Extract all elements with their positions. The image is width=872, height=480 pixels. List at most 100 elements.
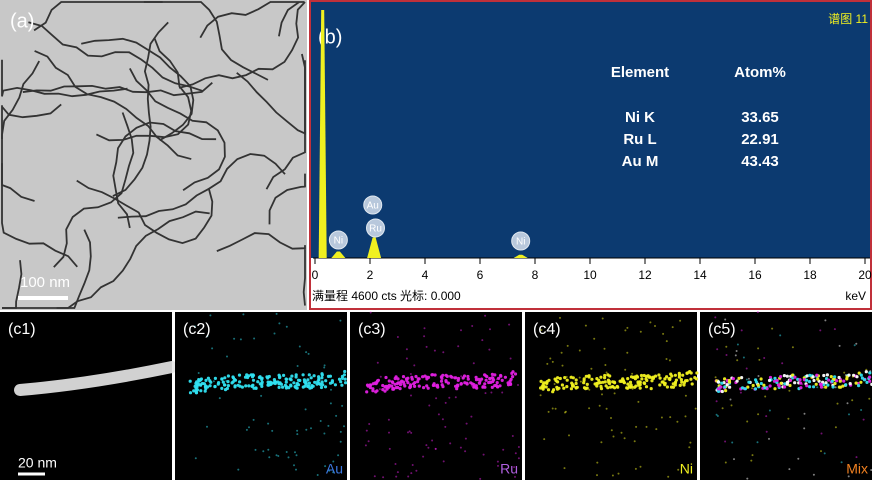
map-dot <box>848 382 852 386</box>
table-cell: Au M <box>622 153 659 170</box>
map-dot <box>640 377 644 381</box>
map-dot <box>758 358 761 361</box>
map-dot <box>329 402 332 405</box>
map-dot <box>859 380 863 384</box>
map-dot <box>599 381 603 385</box>
map-dot <box>868 397 871 400</box>
map-dot <box>373 475 376 478</box>
map-dot <box>547 378 551 382</box>
map-dot <box>396 471 399 474</box>
map-dot <box>413 384 417 388</box>
map-dot <box>278 375 282 379</box>
map-dot <box>260 384 264 388</box>
map-dot <box>598 404 601 407</box>
map-dot <box>514 475 516 478</box>
map-dot <box>574 386 578 390</box>
map-dot <box>605 407 608 410</box>
map-dot <box>517 457 520 460</box>
map-dot <box>833 328 836 331</box>
map-dot <box>298 345 301 348</box>
map-dot <box>285 325 288 328</box>
map-dot <box>788 378 793 382</box>
map-dot <box>855 375 859 379</box>
map-dot <box>734 354 737 357</box>
map-dot <box>737 376 741 380</box>
map-dot <box>569 387 574 391</box>
map-dot <box>294 451 296 454</box>
map-dot <box>416 377 420 381</box>
map-dot <box>253 337 256 340</box>
map-dot <box>304 380 308 384</box>
map-dot <box>484 378 488 382</box>
map-dot <box>827 378 831 382</box>
map-dot <box>431 439 434 442</box>
x-tick-label: 10 <box>583 268 597 282</box>
map-dot <box>561 364 564 367</box>
map-dot <box>610 417 612 419</box>
x-tick-label: 8 <box>532 268 539 282</box>
map-dot <box>855 456 858 459</box>
map-dot <box>605 371 608 374</box>
map-dot <box>323 364 326 367</box>
map-dot <box>401 380 405 384</box>
map-dot <box>188 379 192 383</box>
map-dot <box>610 429 613 432</box>
map-dot <box>635 374 639 378</box>
map-dot <box>791 373 795 377</box>
table-header: Atom% <box>734 64 786 81</box>
map-dot <box>830 379 834 383</box>
map-dot <box>292 381 296 385</box>
map-dot <box>787 417 790 420</box>
map-dot <box>835 379 839 383</box>
nanowires <box>1 1 306 309</box>
map-dot <box>489 328 491 331</box>
map-dot <box>339 319 342 322</box>
map-dot <box>483 382 487 386</box>
map-dot <box>319 420 322 422</box>
map-dot <box>465 382 469 386</box>
map-dot <box>669 385 674 389</box>
map-dot <box>416 380 420 384</box>
map-dot <box>745 367 748 370</box>
map-dot <box>868 379 872 383</box>
map-dot <box>480 377 484 381</box>
map-dot <box>199 389 203 393</box>
map-dot <box>406 376 410 380</box>
map-dot <box>285 385 289 389</box>
map-dot <box>694 377 699 381</box>
map-dot <box>464 450 467 453</box>
map-dot <box>502 448 505 451</box>
map-dot <box>788 383 792 388</box>
map-dot <box>637 400 640 403</box>
map-dot <box>390 380 394 384</box>
peak-label: Ni <box>516 237 525 248</box>
map-dot <box>484 392 487 395</box>
x-tick-label: 14 <box>693 268 707 282</box>
map-dot <box>308 386 312 390</box>
map-dot <box>272 381 276 385</box>
map-dot <box>319 385 324 390</box>
map-dot <box>479 477 482 480</box>
map-dot <box>724 389 728 393</box>
map-dot <box>422 386 426 390</box>
map-dot <box>611 385 615 389</box>
map-dot <box>456 378 460 382</box>
map-dot <box>584 387 588 391</box>
map-dot <box>746 420 749 423</box>
nanowire <box>199 1 305 39</box>
map-dot <box>398 387 402 391</box>
map-dot <box>320 376 324 380</box>
map-dot <box>459 382 463 386</box>
map-dot <box>501 391 504 394</box>
map-dot <box>324 379 328 383</box>
map-dot <box>679 319 682 322</box>
map-dot <box>410 431 413 434</box>
map-dot <box>218 397 221 400</box>
map-dot <box>509 377 513 381</box>
map-dot <box>388 431 390 434</box>
map-dot <box>427 446 430 449</box>
map-dot <box>551 360 554 363</box>
map-dot <box>337 454 340 457</box>
map-dot <box>296 433 299 436</box>
map-dot <box>783 385 787 389</box>
